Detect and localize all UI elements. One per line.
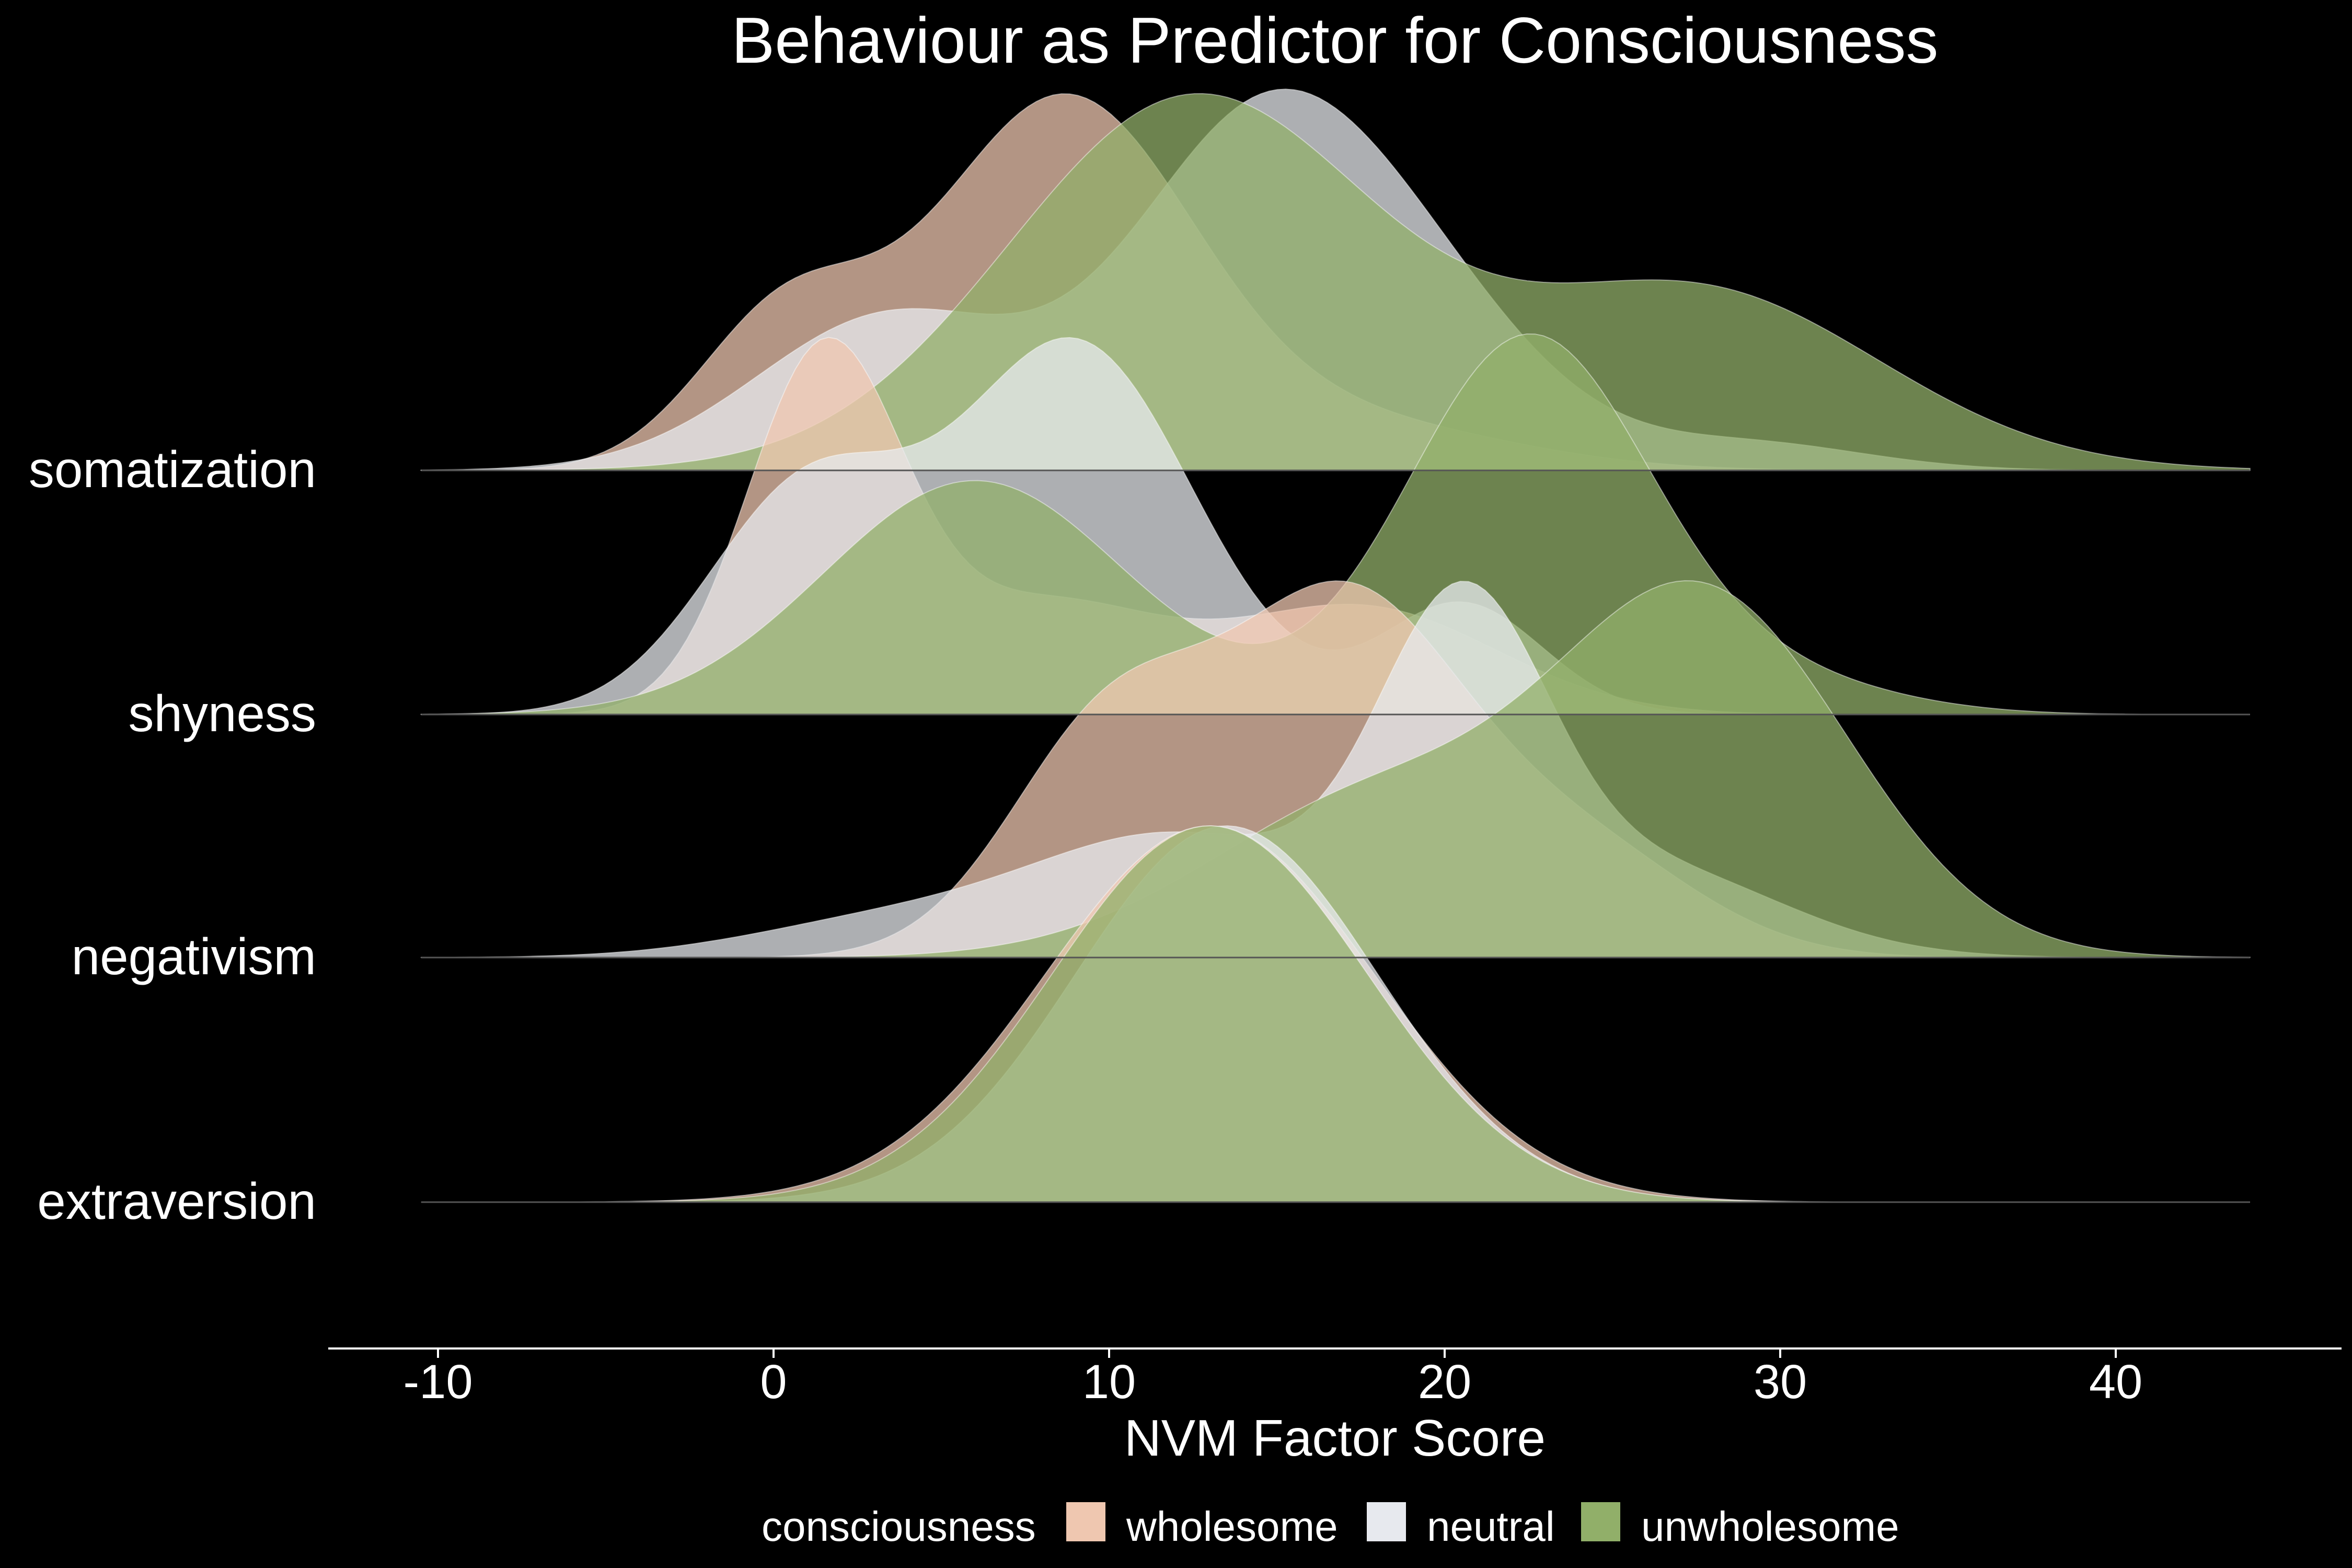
legend-swatch-wholesome	[1066, 1502, 1105, 1541]
x-tick-label-3: 20	[1418, 1355, 1471, 1409]
legend-label-wholesome: wholesome	[1126, 1503, 1338, 1550]
legend-swatch-unwholesome	[1581, 1502, 1620, 1541]
x-axis-title: NVM Factor Score	[1124, 1409, 1546, 1467]
category-label-shyness: shyness	[128, 685, 316, 742]
ridge-somatization-unwholesome	[420, 93, 2251, 471]
legend-swatch-neutral	[1367, 1502, 1406, 1541]
x-tick-label-5: 40	[2089, 1355, 2142, 1409]
baselines-layer	[421, 469, 2250, 1203]
category-label-somatization: somatization	[29, 441, 316, 498]
x-tick-label-2: 10	[1082, 1355, 1136, 1409]
legend-label-unwholesome: unwholesome	[1641, 1503, 1899, 1550]
category-label-extraversion: extraversion	[37, 1172, 316, 1230]
x-axis-ticks: -10 0 10 20 30 40	[403, 1348, 2142, 1409]
legend-label-neutral: neutral	[1427, 1503, 1555, 1550]
x-tick-label-0: -10	[403, 1355, 473, 1409]
legend: consciousness wholesome neutral unwholes…	[762, 1502, 1899, 1550]
x-tick-label-1: 0	[760, 1355, 787, 1409]
category-label-negativism: negativism	[72, 928, 316, 985]
legend-title: consciousness	[762, 1503, 1036, 1550]
chart-title: Behaviour as Predictor for Consciousness	[732, 5, 1939, 77]
category-labels: somatization shyness negativism extraversio…	[29, 441, 316, 1230]
x-tick-label-4: 30	[1754, 1355, 1807, 1409]
